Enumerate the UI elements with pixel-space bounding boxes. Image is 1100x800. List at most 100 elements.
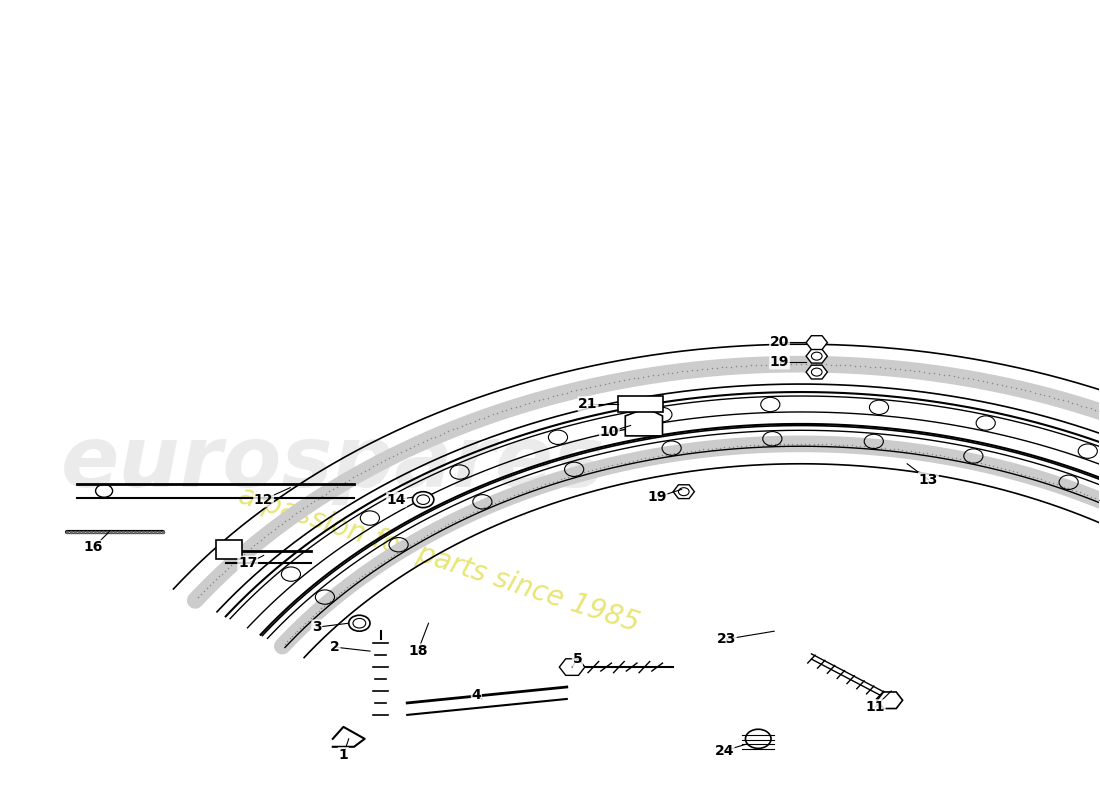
Point [868, 441, 886, 454]
Point [198, 582, 216, 594]
Point [998, 380, 1015, 393]
Point [772, 358, 790, 370]
Point [786, 358, 804, 370]
Point [997, 463, 1014, 476]
Point [431, 428, 449, 441]
Point [910, 446, 927, 458]
Point [742, 359, 760, 372]
Point [398, 540, 416, 553]
Point [657, 448, 674, 461]
Point [1068, 398, 1086, 410]
Point [959, 372, 977, 385]
Point [276, 514, 294, 527]
Point [549, 389, 566, 402]
Point [385, 549, 403, 562]
Point [207, 573, 224, 586]
Text: 21: 21 [579, 397, 597, 411]
Point [528, 481, 546, 494]
Point [210, 570, 228, 583]
Point [372, 456, 389, 469]
Point [278, 634, 296, 647]
Text: 19: 19 [648, 490, 667, 504]
Point [1031, 387, 1048, 400]
Point [637, 452, 654, 465]
Point [645, 450, 662, 463]
Point [695, 443, 713, 456]
Point [871, 361, 889, 374]
Point [415, 530, 432, 543]
Point [232, 550, 250, 562]
Point [340, 474, 358, 486]
Point [395, 542, 412, 555]
Point [640, 451, 658, 464]
Point [1049, 393, 1067, 406]
Point [458, 418, 475, 430]
Point [635, 370, 652, 383]
Point [525, 395, 542, 408]
Point [877, 362, 894, 374]
Point [947, 452, 965, 465]
Point [266, 522, 284, 535]
Point [1035, 389, 1053, 402]
Point [1096, 406, 1100, 419]
Point [471, 413, 488, 426]
Point [921, 366, 938, 379]
Point [864, 441, 881, 454]
Point [762, 438, 780, 450]
Point [301, 497, 319, 510]
Point [411, 533, 429, 546]
Point [402, 538, 419, 551]
Point [235, 547, 253, 560]
Point [822, 438, 839, 450]
Text: 23: 23 [716, 632, 736, 646]
Text: 2: 2 [330, 640, 340, 654]
Point [397, 443, 415, 456]
Point [328, 480, 345, 493]
Point [516, 398, 534, 410]
Point [1028, 472, 1046, 485]
Point [332, 478, 350, 490]
Point [366, 561, 384, 574]
Point [1045, 391, 1063, 404]
Point [881, 442, 899, 455]
Point [1004, 465, 1022, 478]
Point [258, 528, 276, 541]
Point [1075, 487, 1092, 500]
Point [993, 378, 1011, 391]
Point [1091, 405, 1100, 418]
Point [324, 482, 342, 495]
Point [480, 410, 497, 422]
Point [388, 546, 406, 559]
Point [422, 432, 440, 445]
Point [861, 360, 879, 373]
Point [1052, 479, 1069, 492]
Point [918, 447, 936, 460]
Point [698, 362, 716, 375]
Point [344, 471, 362, 484]
Point [453, 511, 471, 524]
Point [1008, 382, 1025, 394]
Point [548, 474, 565, 487]
Point [436, 520, 453, 533]
Point [312, 602, 330, 615]
Point [491, 494, 508, 507]
Point [388, 447, 406, 460]
Point [575, 466, 593, 479]
Point [307, 607, 324, 620]
Point [856, 440, 873, 453]
Point [944, 451, 961, 464]
Point [1054, 394, 1071, 406]
Point [1000, 464, 1018, 477]
Point [792, 358, 810, 370]
Point [414, 436, 431, 449]
Point [432, 522, 450, 534]
Point [624, 454, 641, 467]
Point [673, 446, 691, 458]
Point [242, 542, 260, 554]
Point [229, 553, 246, 566]
Point [356, 567, 374, 580]
Point [449, 421, 466, 434]
Point [837, 358, 855, 371]
Point [587, 463, 605, 476]
Point [560, 470, 578, 483]
